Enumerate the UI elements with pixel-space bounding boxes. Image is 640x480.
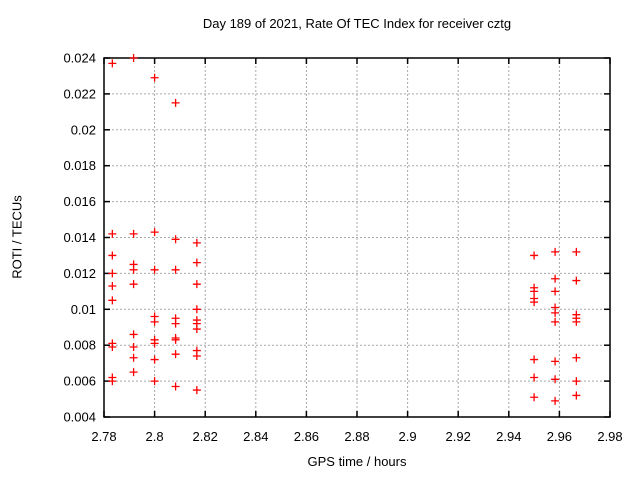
data-point — [572, 391, 581, 400]
y-tick-label: 0.012 — [63, 266, 96, 281]
data-point — [192, 258, 201, 267]
data-point — [108, 59, 117, 68]
data-points — [108, 54, 581, 405]
x-tick-label: 2.8 — [146, 429, 164, 444]
data-point — [129, 330, 138, 339]
data-point — [192, 351, 201, 360]
x-tick-label: 2.88 — [344, 429, 369, 444]
data-point — [129, 280, 138, 289]
data-point — [129, 368, 138, 377]
data-point — [171, 335, 180, 344]
y-tick-label: 0.016 — [63, 194, 96, 209]
data-point — [530, 298, 539, 307]
data-point — [530, 393, 539, 402]
data-point — [530, 287, 539, 296]
data-point — [129, 229, 138, 238]
data-point — [551, 396, 560, 405]
y-tick-labels: 0.004 0.006 0.008 0.01 0.012 0.014 0.016 0.018 0… — [63, 51, 96, 425]
data-point — [551, 357, 560, 366]
data-point — [551, 317, 560, 326]
data-point — [108, 342, 117, 351]
data-point — [572, 377, 581, 386]
data-point — [129, 265, 138, 274]
x-tick-label: 2.84 — [243, 429, 268, 444]
x-tick-label: 2.86 — [294, 429, 319, 444]
data-point — [129, 353, 138, 362]
y-tick-label: 0.024 — [63, 51, 96, 66]
x-tick-label: 2.92 — [446, 429, 471, 444]
x-tick-label: 2.78 — [91, 429, 116, 444]
data-point — [530, 251, 539, 260]
x-tick-label: 2.96 — [547, 429, 572, 444]
data-point — [192, 238, 201, 247]
data-point — [551, 375, 560, 384]
data-point — [551, 274, 560, 283]
data-point — [171, 235, 180, 244]
data-point — [192, 386, 201, 395]
data-point — [108, 229, 117, 238]
data-point — [108, 251, 117, 260]
y-tick-label: 0.02 — [71, 122, 96, 137]
data-point — [192, 325, 201, 334]
data-point — [551, 287, 560, 296]
y-tick-label: 0.01 — [71, 302, 96, 317]
data-point — [150, 355, 159, 364]
x-tick-label: 2.98 — [597, 429, 622, 444]
data-point — [572, 247, 581, 256]
y-tick-label: 0.008 — [63, 338, 96, 353]
data-point — [530, 355, 539, 364]
data-point — [150, 377, 159, 386]
x-tick-label: 2.94 — [496, 429, 521, 444]
data-point — [150, 73, 159, 82]
data-point — [572, 353, 581, 362]
data-point — [108, 296, 117, 305]
data-point — [572, 276, 581, 285]
data-point — [171, 98, 180, 107]
y-tick-label: 0.014 — [63, 230, 96, 245]
data-point — [551, 247, 560, 256]
x-axis-label: GPS time / hours — [307, 454, 407, 469]
data-point — [171, 382, 180, 391]
data-point — [108, 281, 117, 290]
x-tick-label: 2.82 — [193, 429, 218, 444]
data-point — [171, 265, 180, 274]
y-tick-label: 0.006 — [63, 374, 96, 389]
x-tick-labels: 2.78 2.8 2.82 2.84 2.86 2.88 2.9 2.92 2.94 2.96 2.… — [91, 429, 622, 444]
chart-title: Day 189 of 2021, Rate Of TEC Index for r… — [202, 16, 512, 31]
data-point — [150, 339, 159, 348]
data-point — [171, 319, 180, 328]
data-point — [192, 305, 201, 314]
x-tick-label: 2.9 — [399, 429, 417, 444]
data-point — [572, 317, 581, 326]
data-point — [129, 342, 138, 351]
grid-lines — [104, 58, 610, 417]
data-point — [150, 317, 159, 326]
data-point — [530, 373, 539, 382]
data-point — [150, 228, 159, 237]
tick-marks — [103, 57, 611, 418]
y-tick-label: 0.004 — [63, 410, 96, 425]
data-point — [108, 269, 117, 278]
data-point — [171, 350, 180, 359]
data-point — [108, 377, 117, 386]
data-point — [129, 54, 138, 62]
data-point — [192, 280, 201, 289]
y-tick-label: 0.018 — [63, 158, 96, 173]
data-point — [150, 265, 159, 274]
y-tick-label: 0.022 — [63, 86, 96, 101]
data-point — [551, 308, 560, 317]
